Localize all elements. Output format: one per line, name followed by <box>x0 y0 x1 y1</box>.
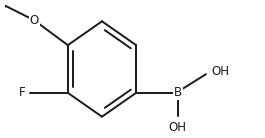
Text: OH: OH <box>169 121 187 134</box>
Text: B: B <box>174 86 182 99</box>
Text: O: O <box>30 14 39 27</box>
Text: F: F <box>19 86 26 99</box>
Text: OH: OH <box>211 65 229 78</box>
